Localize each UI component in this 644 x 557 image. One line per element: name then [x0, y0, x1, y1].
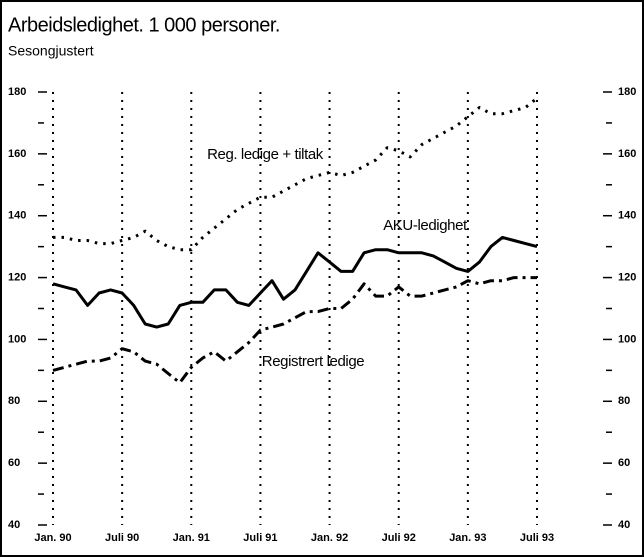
- line-series: [52, 276, 537, 385]
- series-label: AKU-ledighet: [383, 217, 468, 234]
- y-tick-label: 40: [8, 519, 20, 531]
- chart-title: Arbeidsledighet. 1 000 personer.: [8, 14, 280, 36]
- y2-tick-label: 80: [618, 395, 630, 407]
- y2-tick-label: 160: [618, 148, 636, 160]
- series-label: Reg. ledige + tiltak: [207, 146, 324, 163]
- chart-subtitle: Sesongjustert: [8, 43, 94, 59]
- line-series: [52, 235, 538, 329]
- y2-tick-label: 180: [618, 86, 636, 98]
- y-tick-label: 140: [8, 210, 26, 222]
- y2-tick-label: 120: [618, 271, 636, 283]
- y2-tick-label: 140: [618, 210, 636, 222]
- series-label: Registrert ledige: [262, 353, 364, 370]
- y-tick-label: 80: [8, 395, 20, 407]
- x-tick-label: Jan. 92: [311, 532, 348, 544]
- x-tick-label: Juli 90: [105, 532, 139, 544]
- x-tick-label: Juli 92: [382, 532, 416, 544]
- x-tick-label: Jan. 90: [34, 532, 71, 544]
- y-tick-label: 180: [8, 86, 26, 98]
- x-tick-label: Jan. 91: [173, 532, 210, 544]
- y-tick-label: 100: [8, 333, 26, 345]
- y-tick-label: 120: [8, 271, 26, 283]
- x-tick-label: Jan. 93: [449, 532, 486, 544]
- x-tick-label: Juli 91: [243, 532, 277, 544]
- y2-tick-label: 40: [618, 519, 630, 531]
- y-tick-label: 60: [8, 457, 20, 469]
- y2-tick-label: 100: [618, 333, 636, 345]
- x-tick-label: Juli 93: [520, 532, 554, 544]
- y-tick-label: 160: [8, 148, 26, 160]
- y2-tick-label: 60: [618, 457, 630, 469]
